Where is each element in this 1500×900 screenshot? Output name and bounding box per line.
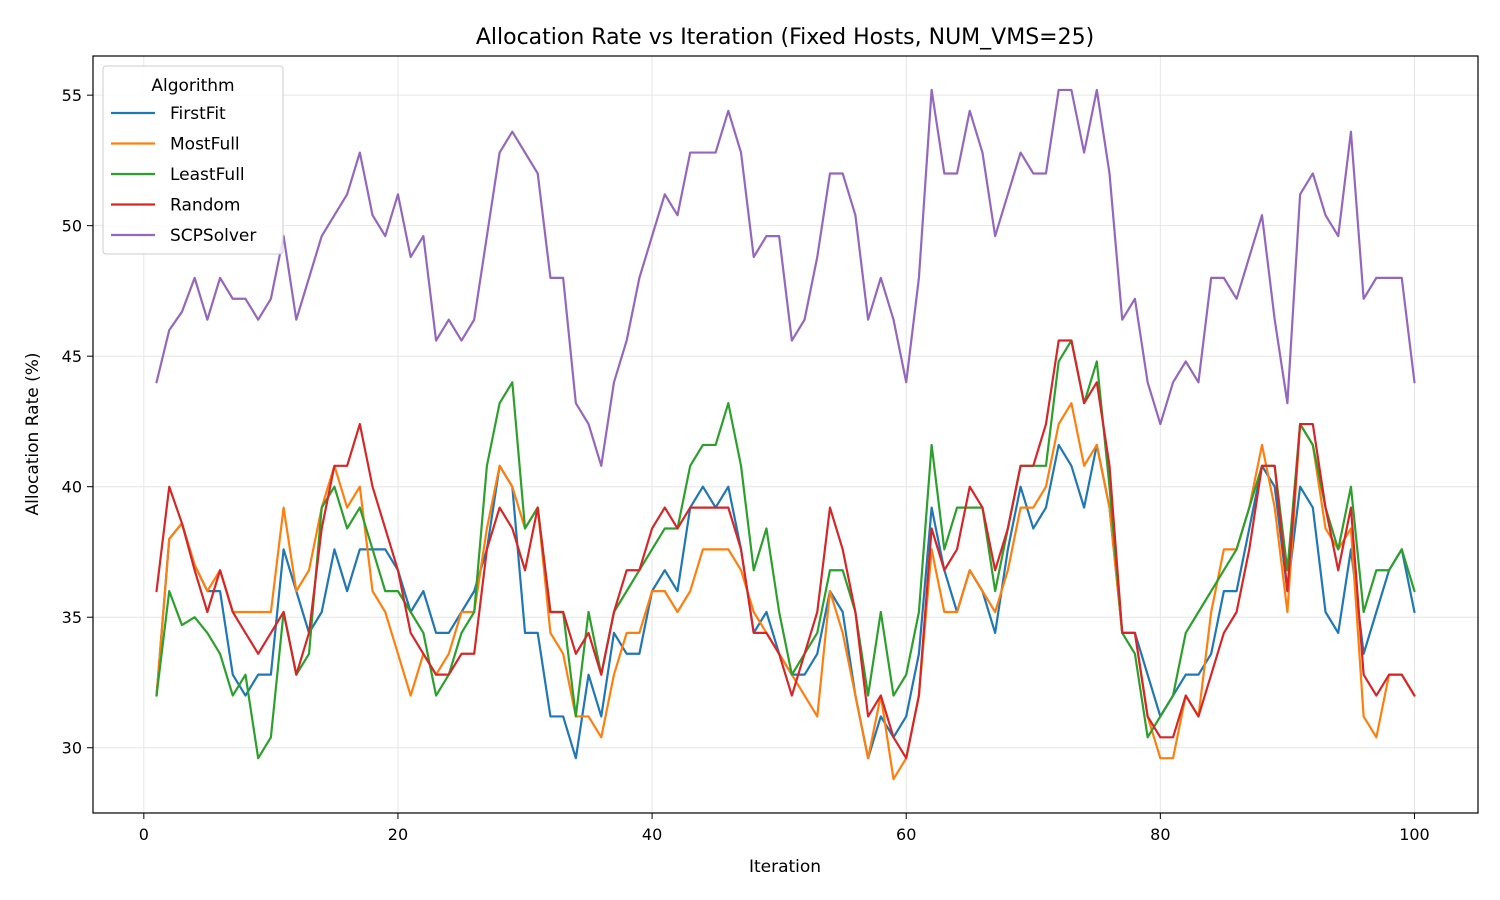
x-tick-label: 0 — [139, 825, 149, 844]
legend-label-mostfull: MostFull — [170, 135, 240, 155]
y-tick-label: 55 — [62, 86, 82, 105]
plot-frame — [92, 55, 1479, 814]
x-tick-label: 100 — [1399, 825, 1430, 844]
x-axis-ticks: 0 20 40 60 80 100 — [139, 813, 1430, 844]
legend-label-firstfit: FirstFit — [170, 104, 226, 124]
legend-title: Algorithm — [151, 76, 234, 96]
x-axis-label: Iteration — [749, 857, 821, 877]
series-lines — [155, 88, 1416, 781]
series-line-mostfull — [155, 402, 1416, 781]
y-tick-label: 50 — [62, 217, 82, 236]
x-tick-label: 60 — [896, 825, 916, 844]
legend-label-leastfull: LeastFull — [170, 165, 245, 185]
x-tick-label: 20 — [388, 825, 408, 844]
series-line-scpsolver — [155, 88, 1416, 467]
y-tick-label: 40 — [62, 478, 82, 497]
x-tick-label: 80 — [1150, 825, 1170, 844]
x-tick-label: 40 — [642, 825, 662, 844]
legend-items: FirstFit MostFull LeastFull Random SCPSolver — [111, 104, 256, 246]
grid-lines — [93, 56, 1478, 813]
series-line-leastfull — [155, 339, 1416, 760]
legend: Algorithm FirstFit MostFull LeastFull Rando… — [102, 65, 284, 255]
y-tick-label: 35 — [62, 608, 82, 627]
y-axis-label: Allocation Rate (%) — [23, 352, 43, 515]
legend-label-random: Random — [170, 196, 240, 216]
y-axis-ticks: 30 35 40 45 50 55 — [62, 86, 93, 758]
y-tick-label: 45 — [62, 347, 82, 366]
y-tick-label: 30 — [62, 739, 82, 758]
series-line-random — [155, 339, 1416, 760]
chart-title: Allocation Rate vs Iteration (Fixed Host… — [476, 25, 1094, 50]
legend-label-scpsolver: SCPSolver — [170, 226, 256, 246]
